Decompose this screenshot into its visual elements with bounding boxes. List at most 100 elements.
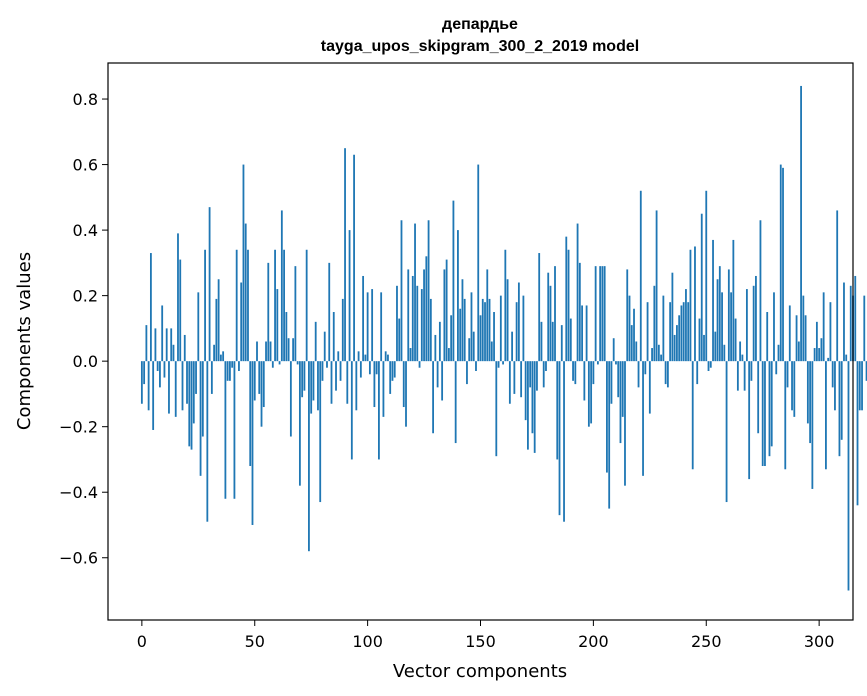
bar	[321, 361, 324, 381]
bar	[863, 295, 866, 362]
bar	[770, 361, 773, 447]
bar	[493, 312, 495, 362]
bar	[163, 361, 166, 378]
bar	[761, 361, 764, 467]
bar	[463, 298, 466, 362]
bar	[527, 361, 529, 450]
bar	[348, 230, 351, 362]
bar	[531, 361, 534, 434]
bar	[289, 361, 292, 437]
bar	[723, 344, 726, 362]
bar	[278, 361, 281, 365]
bar	[587, 361, 590, 427]
bar	[165, 328, 168, 362]
y-tick-label: −0.2	[59, 418, 98, 437]
bar	[617, 361, 620, 398]
plot-frame	[107, 62, 854, 621]
bar	[400, 220, 403, 362]
bar	[490, 341, 493, 362]
y-tick-label: 0.0	[73, 352, 98, 371]
bar	[836, 210, 839, 362]
bar	[646, 302, 649, 362]
bar	[219, 354, 222, 362]
bar	[161, 305, 164, 362]
bar	[269, 341, 272, 362]
bar	[840, 361, 843, 440]
x-tick-label: 300	[804, 632, 835, 651]
bar	[233, 361, 236, 499]
bar	[280, 210, 283, 362]
bar	[364, 354, 367, 362]
bar	[558, 361, 561, 516]
bar	[472, 331, 475, 362]
bar	[856, 361, 859, 506]
y-tick-label: −0.6	[59, 549, 98, 568]
bar	[651, 348, 653, 362]
bar	[818, 348, 821, 362]
bar	[407, 269, 410, 362]
bar	[673, 334, 676, 362]
bar	[666, 361, 669, 388]
bar	[298, 361, 301, 486]
bar	[797, 341, 800, 362]
bar	[648, 361, 651, 414]
bar	[533, 361, 536, 453]
y-tick-label: 0.6	[73, 156, 98, 175]
bar	[276, 289, 279, 362]
bar	[477, 164, 480, 362]
bar	[707, 361, 710, 371]
bar	[705, 190, 708, 362]
bar	[626, 269, 629, 362]
bar	[545, 361, 547, 371]
bar	[831, 361, 834, 388]
bar	[606, 361, 608, 473]
bar	[838, 361, 841, 457]
bar	[820, 338, 823, 362]
bar	[517, 282, 520, 362]
y-tick-label: −0.4	[59, 483, 98, 502]
bar	[511, 331, 514, 362]
bar	[224, 361, 227, 499]
bar	[344, 148, 346, 362]
bar	[669, 302, 672, 362]
bar	[565, 236, 568, 362]
bar	[484, 302, 486, 362]
bar	[235, 249, 238, 362]
bar	[154, 328, 157, 362]
bar	[538, 253, 541, 362]
bar	[549, 285, 552, 362]
x-axis-ticks: 0 50 100 150 200 250 300	[137, 620, 835, 651]
bar	[603, 266, 606, 362]
bar	[624, 361, 626, 486]
bar	[822, 292, 825, 362]
bar	[865, 361, 867, 381]
bar	[583, 361, 586, 401]
bar	[752, 285, 755, 362]
bar	[398, 318, 401, 362]
bar	[393, 361, 396, 378]
x-tick-label: 200	[578, 632, 609, 651]
bar	[628, 295, 631, 362]
bar	[204, 249, 206, 362]
bar	[362, 275, 365, 362]
bar	[689, 249, 692, 362]
bar	[267, 262, 270, 362]
bar	[716, 279, 719, 362]
x-tick-label: 0	[137, 632, 147, 651]
bar	[633, 308, 635, 362]
bar	[373, 361, 376, 408]
bar	[470, 292, 473, 362]
bar	[382, 361, 385, 417]
bar	[775, 361, 778, 375]
bar	[676, 325, 678, 362]
bar	[368, 361, 371, 375]
bar	[581, 305, 583, 362]
bar	[601, 266, 604, 362]
bar	[612, 338, 615, 362]
bar	[709, 361, 712, 368]
bar	[314, 321, 317, 362]
bar	[653, 285, 656, 362]
bar	[201, 361, 204, 437]
bar	[615, 361, 617, 365]
